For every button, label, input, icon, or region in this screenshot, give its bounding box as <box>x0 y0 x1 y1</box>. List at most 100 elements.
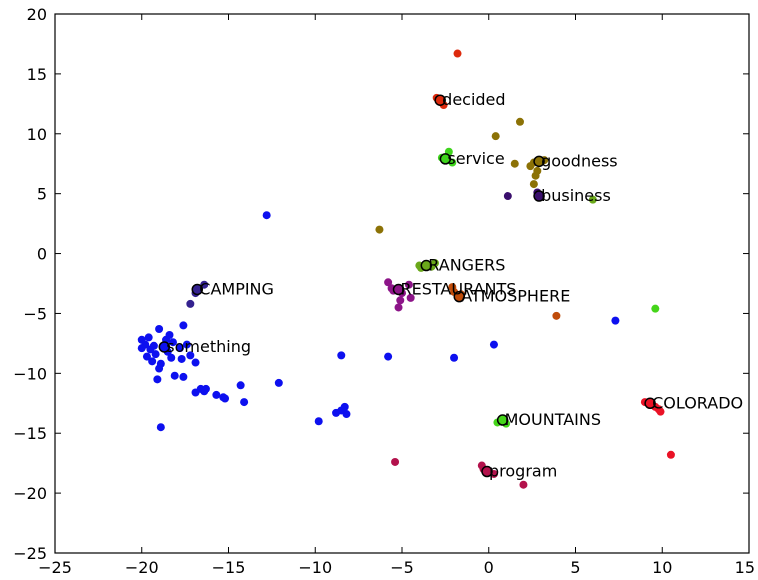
data-point-6-4 <box>404 280 413 289</box>
word-label: COLORADO <box>652 393 743 412</box>
data-point-8-39 <box>337 351 346 360</box>
data-point-8-9 <box>168 338 177 347</box>
data-point-8-32 <box>212 390 221 399</box>
data-point-8-12 <box>151 350 160 359</box>
data-point-3-2 <box>503 192 512 201</box>
labeled-point-marker <box>453 290 466 303</box>
data-point-8-10 <box>175 344 184 353</box>
word-label: decided <box>442 90 505 109</box>
data-point-6-5 <box>406 293 415 302</box>
data-point-8-4 <box>144 333 153 342</box>
y-tick-label: −20 <box>13 484 47 503</box>
labeled-point-markers <box>158 94 656 478</box>
data-point-8-3 <box>155 325 164 334</box>
data-point-8-19 <box>182 340 191 349</box>
data-point-8-30 <box>200 387 209 396</box>
y-tick-label: 20 <box>27 5 47 24</box>
data-point-8-25 <box>191 358 200 367</box>
word-label: ATMOSPHERE <box>461 287 570 306</box>
labeled-point-marker <box>392 283 405 296</box>
data-point-8-36 <box>240 398 249 407</box>
word-label: program <box>489 462 557 481</box>
word-label: goodness <box>541 151 618 170</box>
word-labels: decided service goodness business RANGERS CAM… <box>166 90 743 480</box>
data-point-10-3 <box>651 304 660 313</box>
data-point-8-24 <box>179 372 188 381</box>
data-point-11-5 <box>391 457 400 466</box>
data-point-8-41 <box>450 353 459 362</box>
data-point-8-37 <box>274 378 283 387</box>
data-point-8-35 <box>236 381 245 390</box>
y-tick-label: 15 <box>27 65 47 84</box>
labeled-point-marker <box>481 465 493 478</box>
data-point-8-26 <box>146 345 155 354</box>
x-tick-label: −10 <box>298 558 332 577</box>
data-point-7-4 <box>552 311 561 320</box>
x-tick-label: −25 <box>38 558 72 577</box>
data-point-6-6 <box>396 296 405 305</box>
data-point-8-0 <box>262 211 271 220</box>
x-tick-label: 10 <box>652 558 672 577</box>
data-point-5-3 <box>186 299 195 308</box>
word-label: RESTAURANTS <box>401 279 517 298</box>
data-point-6-7 <box>394 303 403 312</box>
data-point-2-2 <box>510 159 519 168</box>
data-point-6-1 <box>384 278 393 287</box>
data-point-9-5 <box>666 450 675 459</box>
data-point-0-0 <box>453 49 462 58</box>
y-tick-label: 10 <box>27 125 47 144</box>
data-point-8-1 <box>179 321 188 330</box>
data-point-8-22 <box>153 375 162 384</box>
labeled-point-marker <box>420 259 433 272</box>
data-point-8-43 <box>611 316 620 325</box>
word-label: MOUNTAINS <box>505 410 601 429</box>
y-tick-label: 5 <box>37 185 47 204</box>
x-tick-label: 5 <box>570 558 580 577</box>
labeled-point-marker <box>496 414 509 426</box>
word-label: RANGERS <box>428 256 505 275</box>
data-point-8-21 <box>155 364 164 373</box>
data-point-8-40 <box>384 352 393 361</box>
data-point-8-17 <box>167 353 176 362</box>
labeled-point-marker <box>158 341 171 353</box>
labeled-point-marker <box>434 94 446 106</box>
word-label: something <box>166 337 251 356</box>
data-point-8-18 <box>177 354 186 363</box>
data-point-8-14 <box>137 344 146 353</box>
x-tick-label: −15 <box>212 558 246 577</box>
data-point-2-10 <box>375 225 384 234</box>
data-point-8-46 <box>332 408 341 417</box>
data-point-2-0 <box>491 132 500 141</box>
data-point-9-4 <box>654 405 663 414</box>
labeled-point-marker <box>533 155 545 168</box>
data-point-8-15 <box>148 357 157 366</box>
y-tick-label: −5 <box>23 304 47 323</box>
x-tick-label: −5 <box>390 558 414 577</box>
data-point-8-13 <box>142 352 151 361</box>
labeled-point-marker <box>644 397 656 410</box>
x-tick-label: 15 <box>735 558 755 577</box>
data-point-8-20 <box>186 351 195 360</box>
labeled-point-marker <box>533 190 545 202</box>
word-label: CAMPING <box>199 279 274 298</box>
data-point-8-23 <box>170 371 179 380</box>
word-label: business <box>541 186 611 205</box>
y-tick-label: −10 <box>13 364 47 383</box>
y-tick-label: −15 <box>13 424 47 443</box>
data-point-4-5 <box>588 195 597 204</box>
data-point-8-38 <box>156 423 165 432</box>
data-point-8-48 <box>314 417 323 426</box>
data-point-8-34 <box>221 394 230 403</box>
data-point-2-1 <box>515 117 524 126</box>
data-point-8-42 <box>489 340 498 349</box>
axis-ticks: −25 −20 −15 −10 −5 0 5 10 15 20 15 10 5 0 −5 −10 −15 −20 −… <box>13 5 755 577</box>
word-label: service <box>447 149 504 168</box>
x-tick-label: −20 <box>125 558 159 577</box>
data-point-8-47 <box>342 410 351 419</box>
data-point-8-31 <box>191 388 200 397</box>
labeled-point-marker <box>191 283 204 296</box>
y-tick-label: 0 <box>37 245 47 264</box>
y-tick-label: −25 <box>13 544 47 563</box>
data-point-11-4 <box>519 480 528 489</box>
